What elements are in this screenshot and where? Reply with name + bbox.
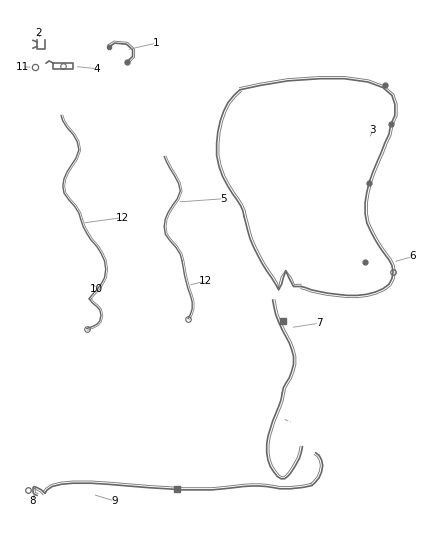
Text: 11: 11 bbox=[16, 62, 29, 72]
Text: 10: 10 bbox=[90, 284, 103, 294]
Text: 12: 12 bbox=[199, 276, 212, 286]
Text: 1: 1 bbox=[153, 38, 160, 48]
Text: 3: 3 bbox=[370, 125, 376, 135]
Text: 7: 7 bbox=[316, 318, 322, 328]
Text: 2: 2 bbox=[35, 28, 42, 38]
Text: 8: 8 bbox=[30, 496, 36, 506]
Text: 4: 4 bbox=[93, 63, 100, 74]
Text: 6: 6 bbox=[410, 252, 416, 262]
Text: 9: 9 bbox=[111, 496, 118, 506]
Text: 5: 5 bbox=[220, 193, 227, 204]
Text: 12: 12 bbox=[116, 213, 129, 223]
